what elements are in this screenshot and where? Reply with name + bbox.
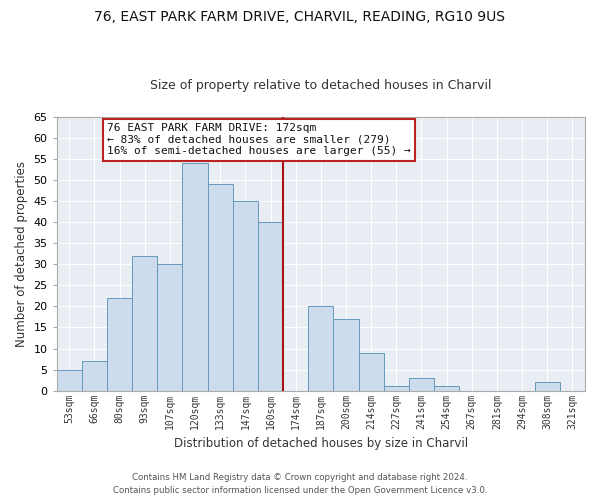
Bar [208,184,233,390]
Bar [308,306,334,390]
Bar [57,370,82,390]
Bar [434,386,459,390]
Bar [334,319,359,390]
Bar [384,386,409,390]
Bar [233,201,258,390]
Bar [132,256,157,390]
Title: Size of property relative to detached houses in Charvil: Size of property relative to detached ho… [150,79,491,92]
Bar [107,298,132,390]
Bar [182,163,208,390]
X-axis label: Distribution of detached houses by size in Charvil: Distribution of detached houses by size … [174,437,468,450]
Bar [359,352,384,391]
Text: Contains HM Land Registry data © Crown copyright and database right 2024.
Contai: Contains HM Land Registry data © Crown c… [113,473,487,495]
Bar [82,361,107,390]
Y-axis label: Number of detached properties: Number of detached properties [15,160,28,346]
Bar [258,222,283,390]
Bar [157,264,182,390]
Bar [535,382,560,390]
Bar [409,378,434,390]
Text: 76, EAST PARK FARM DRIVE, CHARVIL, READING, RG10 9US: 76, EAST PARK FARM DRIVE, CHARVIL, READI… [95,10,505,24]
Text: 76 EAST PARK FARM DRIVE: 172sqm
← 83% of detached houses are smaller (279)
16% o: 76 EAST PARK FARM DRIVE: 172sqm ← 83% of… [107,123,411,156]
